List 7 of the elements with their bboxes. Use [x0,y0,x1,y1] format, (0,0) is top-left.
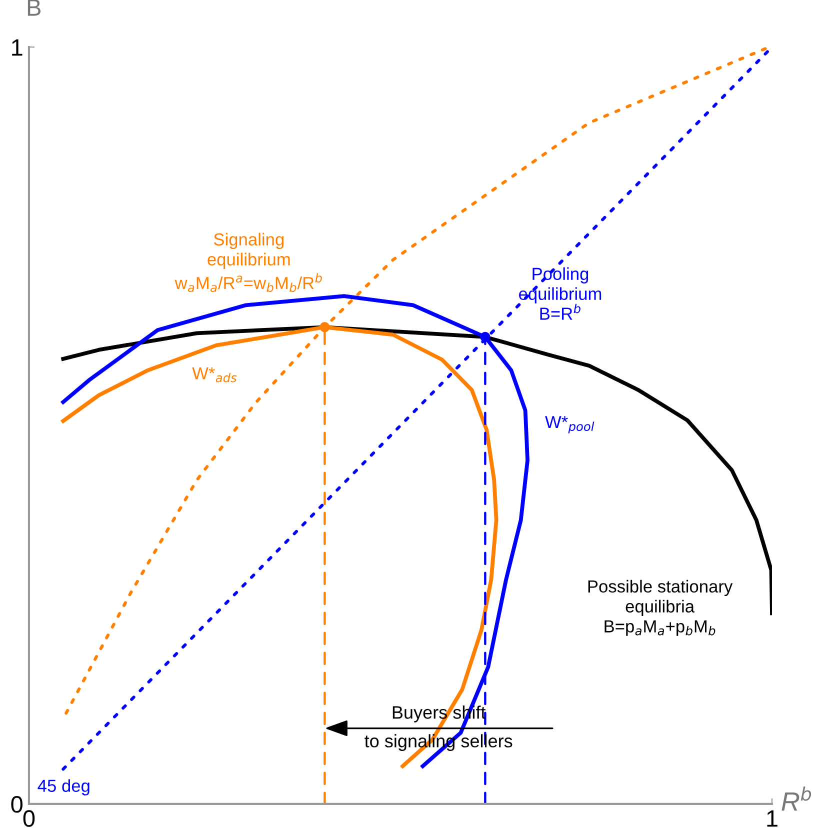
text: Possible stationary equilibria B=p$_{a}$M$_{a}$+p$_{b}$M$_{b}$ [588,580,733,636]
text: Signaling equilibrium w$_{a}$M$_{a}$/R$^{a}$=w$_{b}$M$_{b}$/R$^{b}$ [174,232,322,292]
annotation: W*$_{ads}$ [192,367,237,382]
annotation: Pooling equilibrium B=R$^{b}$ [518,267,602,320]
x-axis-title: R$^{b}$ [782,786,812,811]
annotation: 45 deg [38,779,90,796]
annotation: W*$_{pool}$ [545,416,594,434]
